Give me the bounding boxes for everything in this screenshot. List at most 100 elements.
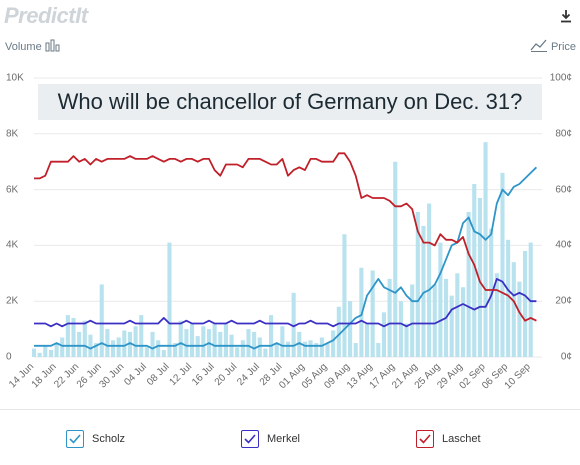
volume-bar [517,281,522,357]
volume-bar [82,320,87,357]
volume-bar [421,225,426,357]
logo-text: PredictIt [4,3,88,28]
volume-bar [156,340,161,357]
volume-bar [376,343,381,357]
legend-item-scholz[interactable]: Scholz [66,430,125,448]
volume-bar [500,172,505,357]
y-tick-right: 60¢ [555,184,572,196]
volume-bar [274,343,279,357]
y-tick-left: 0 [6,351,12,363]
volume-bar [466,211,471,357]
checkbox-merkel[interactable] [241,430,259,448]
download-icon[interactable] [558,8,574,24]
volume-bar [398,301,403,357]
volume-bar [218,331,223,357]
volume-bar [477,197,482,357]
volume-bar [331,330,336,357]
volume-bar [460,287,466,357]
volume-bar [43,345,48,357]
legend-item-laschet[interactable]: Laschet [416,430,481,448]
line-chart-icon [530,38,548,55]
check-icon [69,434,81,444]
y-tick-left: 2K [6,295,19,307]
predictit-logo[interactable]: PredictIt [4,3,88,29]
volume-bar [353,343,358,357]
chart-title: Who will be chancellor of Germany on Dec… [38,84,542,120]
volume-bar [189,323,195,357]
y-tick-right: 80¢ [555,128,572,140]
volume-bar [178,320,183,357]
volume-bar [60,337,65,357]
volume-bar [240,340,245,357]
bar-chart-icon [45,38,63,55]
volume-bar [133,326,138,357]
volume-bar [432,284,437,357]
y-tick-left: 6K [6,184,19,196]
volume-bar [387,278,392,357]
y-tick-right: 20¢ [555,295,572,307]
volume-bar [455,273,460,357]
y-tick-left: 4K [6,239,19,251]
volume-bar [144,347,149,357]
checkbox-laschet[interactable] [416,430,434,448]
x-tick-label: 04 Jul [122,361,149,388]
volume-bar [263,348,268,357]
volume-bar [201,326,206,357]
volume-bar [438,242,443,357]
volume-bar [280,326,285,357]
volume-bar [161,350,166,357]
volume-bar [71,317,76,357]
y-tick-right: 100¢ [549,72,572,84]
checkbox-scholz[interactable] [66,430,84,448]
volume-bar [105,329,110,357]
volume-bar [37,352,42,357]
volume-bar [342,234,347,357]
volume-bar [257,337,262,357]
volume-bar [302,341,307,357]
price-toggle[interactable]: Price [530,38,576,55]
volume-bar [511,262,516,357]
volume-bar [319,337,324,357]
volume-toggle[interactable]: Volume [5,38,63,55]
x-tick-label: 16 Jul [190,361,217,388]
x-tick-label: 12 Jul [168,361,195,388]
volume-bar [483,142,488,357]
volume-bar [494,273,499,357]
volume-bar [150,331,155,357]
x-tick-label: 24 Jul [235,361,262,388]
x-tick-label: 10 Sep [503,361,533,391]
y-tick-right: 0¢ [560,351,572,363]
y-tick-left: 8K [6,128,19,140]
x-tick-label: 20 Jul [213,361,240,388]
volume-bar [364,323,370,357]
volume-bar [449,295,454,357]
volume-bar [65,315,70,357]
volume-bar [506,239,511,357]
legend-label-laschet: Laschet [442,433,481,445]
legend-item-merkel[interactable]: Merkel [241,430,300,448]
volume-bar [127,331,133,357]
volume-bar [393,161,398,357]
x-tick-label: 08 Jul [145,361,172,388]
volume-bar [184,329,189,357]
y-tick-left: 10K [6,72,24,84]
volume-bar [48,350,53,357]
series-line-scholz [34,166,538,350]
volume-bar [31,348,37,357]
volume-bar [223,323,228,357]
volume-bar [94,343,99,357]
volume-bar [381,312,387,357]
volume-bar [88,334,93,357]
volume-bar [122,330,127,357]
volume-bar [54,343,59,357]
y-tick-right: 40¢ [555,239,572,251]
series-line-laschet [34,152,537,322]
volume-bar [246,329,251,357]
volume-bar [269,315,274,357]
volume-bar [523,250,528,357]
volume-bar [235,347,240,357]
volume-bar [252,331,257,357]
price-label: Price [550,40,576,53]
volume-bar [297,331,302,357]
volume-bar [99,284,104,357]
